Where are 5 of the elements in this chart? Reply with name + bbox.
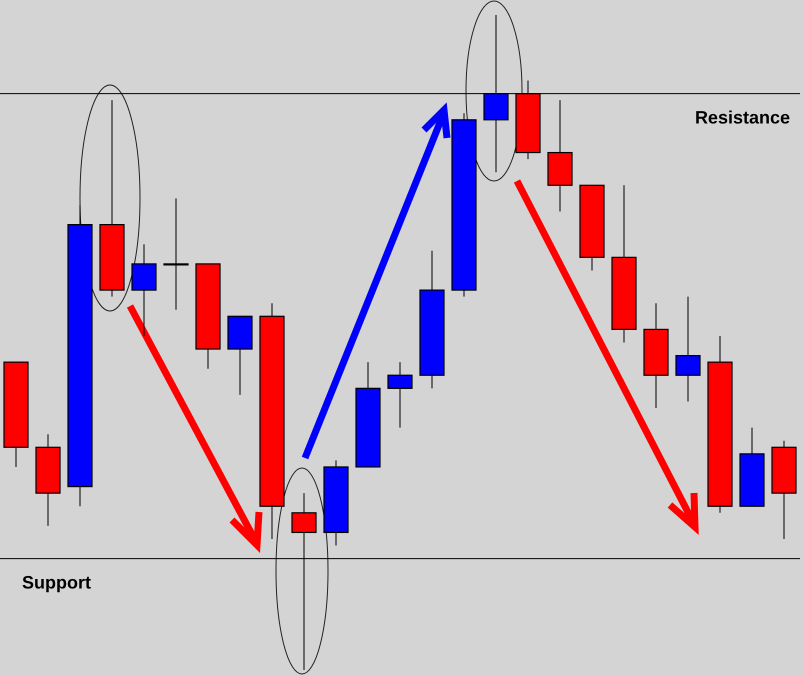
ref-line-label: Resistance xyxy=(694,108,790,128)
candlestick xyxy=(163,198,189,310)
candlestick xyxy=(675,296,701,402)
candlestick xyxy=(387,362,413,428)
ref-line-label: Support xyxy=(22,572,91,593)
